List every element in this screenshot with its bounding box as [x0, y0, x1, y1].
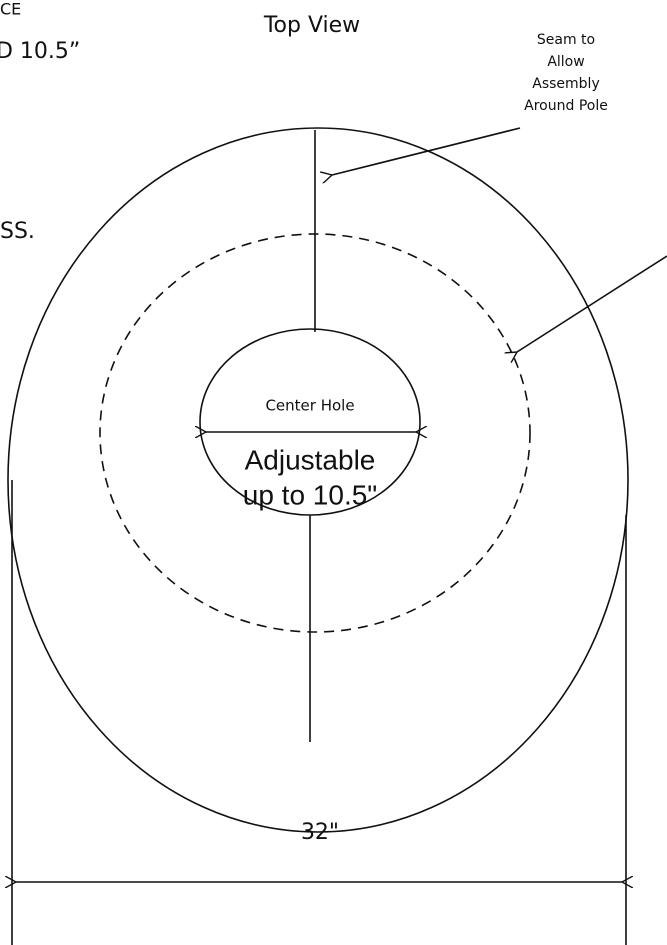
dashed-arrow — [517, 255, 667, 352]
title: Top View — [263, 13, 360, 38]
seam-note: Seam to Allow Assembly Around Pole — [524, 32, 608, 114]
edge-fragment: CE — [0, 0, 21, 19]
seam-note-line: Allow — [547, 54, 584, 70]
edge-fragment: SS. — [0, 219, 35, 244]
edge-fragment: D 10.5” — [0, 39, 80, 64]
center-hole-label: Center Hole — [265, 397, 354, 415]
dimension-label: 32" — [301, 820, 339, 845]
size-note: Adjustable — [245, 444, 376, 475]
size-note: up to 10.5" — [243, 479, 378, 510]
outer-circle — [7, 127, 629, 833]
seam-note-line: Seam to — [537, 32, 595, 48]
seam-arrow — [332, 127, 521, 175]
seam-note-line: Around Pole — [524, 98, 608, 114]
seam-note-line: Assembly — [532, 76, 599, 92]
